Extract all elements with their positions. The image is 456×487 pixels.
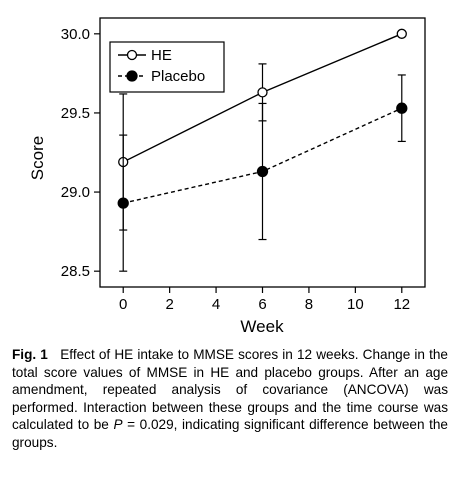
chart: 0 2 4 6 8 10 12 28.5 29.0 29.5 30.0 Week Score HE… [28, 17, 426, 336]
data-point-he [396, 28, 407, 39]
legend-marker-placebo [126, 70, 138, 82]
x-tick-label: 0 [119, 296, 127, 313]
legend-box [109, 41, 225, 93]
caption-text: Effect of HE intake to MMSE scores in 12… [12, 347, 448, 433]
series-placebo [117, 74, 408, 272]
y-tick-label: 29.0 [61, 184, 90, 201]
y-axis: 28.5 29.0 29.5 30.0 [61, 26, 100, 280]
series-layer [117, 28, 408, 272]
legend-label-placebo: Placebo [151, 68, 205, 85]
legend-marker-he [126, 49, 138, 61]
data-point-placebo [396, 102, 408, 114]
figure-caption: Fig. 1 Effect of HE intake to MMSE score… [12, 346, 448, 452]
x-tick-label: 8 [305, 296, 313, 313]
y-tick-label: 28.5 [61, 263, 90, 280]
x-tick-label: 4 [212, 296, 220, 313]
x-axis-label: Week [240, 317, 284, 336]
data-point-placebo [256, 165, 269, 178]
p-value-symbol: P [113, 417, 123, 433]
x-axis: 0 2 4 6 8 10 12 [119, 287, 410, 313]
x-tick-label: 6 [258, 296, 266, 313]
x-tick-label: 12 [393, 296, 410, 313]
data-point-he [257, 87, 268, 98]
y-tick-label: 29.5 [61, 105, 90, 122]
legend: HE Placebo [109, 41, 225, 93]
x-tick-label: 10 [347, 296, 364, 313]
legend-label-he: HE [151, 47, 172, 64]
y-axis-label: Score [28, 136, 47, 180]
caption-text-end: = 0.029, indicating significant differen… [12, 417, 448, 450]
x-tick-label: 2 [165, 296, 173, 313]
data-point-placebo [117, 197, 129, 209]
figure-label: Fig. 1 [12, 347, 48, 362]
y-tick-label: 30.0 [61, 26, 90, 43]
